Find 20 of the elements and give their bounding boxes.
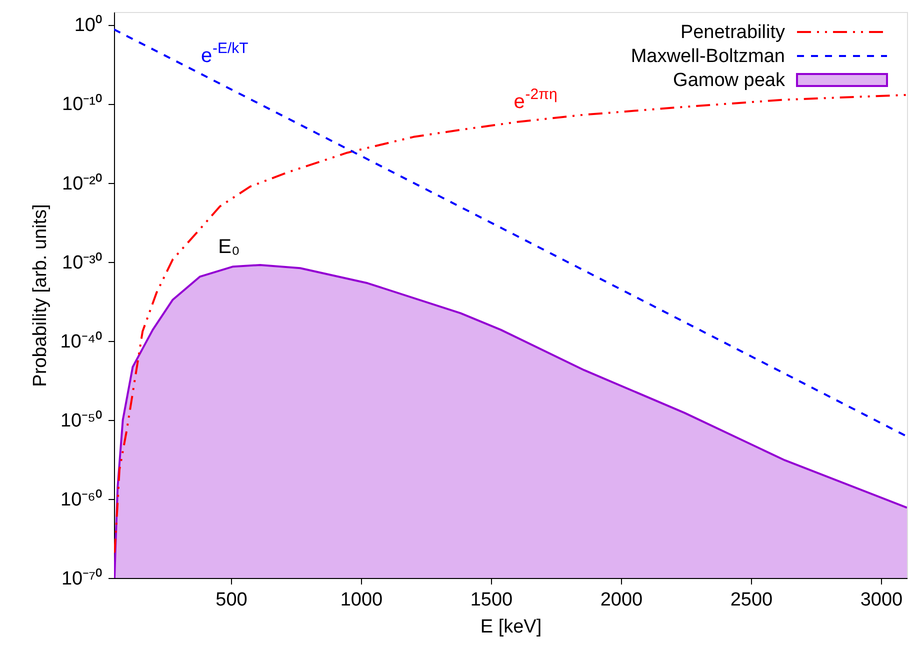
y-tick-label: 10⁻⁶⁰ bbox=[60, 488, 102, 510]
x-tick-label: 1500 bbox=[470, 590, 513, 610]
x-tick-label: 3000 bbox=[860, 590, 903, 610]
y-tick-label: 10⁻²⁰ bbox=[62, 172, 102, 194]
x-tick-label: 1000 bbox=[340, 590, 383, 610]
y-tick-label: 10⁻⁷⁰ bbox=[61, 568, 102, 590]
y-tick-label: 10⁻³⁰ bbox=[62, 251, 102, 274]
x-tick-label: 500 bbox=[216, 590, 248, 610]
annotation: E₀ bbox=[218, 236, 240, 258]
x-tick-label: 2000 bbox=[600, 590, 643, 610]
y-axis-title: Probability [arb. units] bbox=[30, 204, 52, 387]
x-axis-title: E [keV] bbox=[480, 616, 542, 638]
y-tick-label: 10⁻⁵⁰ bbox=[60, 409, 102, 432]
y-tick-label: 10⁻⁴⁰ bbox=[60, 330, 102, 352]
legend-label: Gamow peak bbox=[673, 70, 786, 91]
legend-label: Maxwell-Boltzman bbox=[630, 46, 785, 67]
legend-label: Penetrability bbox=[680, 22, 786, 43]
y-tick-label: 10⁰ bbox=[74, 14, 102, 36]
y-tick-label: 10⁻¹⁰ bbox=[62, 93, 102, 116]
x-tick-label: 2500 bbox=[730, 590, 773, 610]
